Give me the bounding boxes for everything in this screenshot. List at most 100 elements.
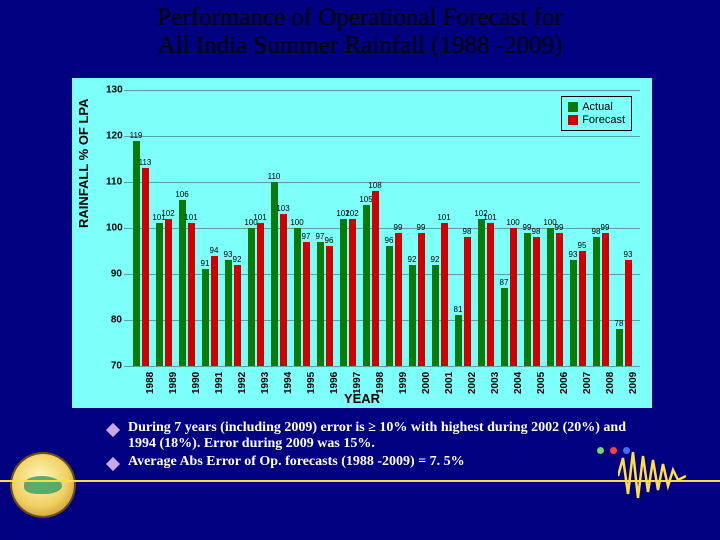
actual-bar	[478, 219, 485, 366]
forecast-bar	[464, 237, 471, 366]
x-tick-label: 2004	[513, 372, 524, 394]
actual-bar	[501, 288, 508, 366]
title-line-2: All India Summer Rainfall (1988 -2009)	[158, 32, 563, 59]
actual-bar	[133, 141, 140, 366]
x-tick-label: 1991	[214, 372, 225, 394]
bar-value-label: 101	[437, 213, 451, 222]
y-tick-label: 70	[106, 361, 122, 372]
legend-swatch-icon	[568, 115, 578, 125]
x-tick-label: 1997	[352, 372, 363, 394]
x-tick-label: 1995	[306, 372, 317, 394]
y-tick-label: 130	[106, 85, 122, 96]
legend-label: Actual	[582, 101, 613, 113]
x-tick-label: 1996	[329, 372, 340, 394]
x-tick-label: 1989	[168, 372, 179, 394]
bullet-icon	[106, 457, 120, 471]
actual-bar	[455, 315, 462, 366]
forecast-bar	[188, 223, 195, 366]
page-title: Performance of Operational Forecast for …	[0, 4, 720, 59]
y-tick-label: 120	[106, 131, 122, 142]
bar-value-label: 102	[161, 209, 175, 218]
forecast-bar	[234, 265, 241, 366]
bar-value-label: 98	[460, 227, 474, 236]
legend-item: Actual	[568, 101, 625, 113]
forecast-bar	[556, 233, 563, 366]
bar-value-label: 96	[322, 236, 336, 245]
plot-area: 1191131011021061019194939210010111010310…	[124, 90, 640, 366]
bar-value-label: 100	[290, 218, 304, 227]
bullet-text: Average Abs Error of Op. forecasts (1988…	[128, 454, 465, 470]
bar-value-label: 106	[175, 190, 189, 199]
bar-value-label: 113	[138, 158, 152, 167]
title-line-1: Performance of Operational Forecast for	[157, 4, 562, 31]
actual-bar	[340, 219, 347, 366]
x-tick-label: 2003	[490, 372, 501, 394]
actual-bar	[363, 205, 370, 366]
bullet-icon	[106, 423, 120, 437]
actual-bar	[179, 200, 186, 366]
forecast-bar	[326, 246, 333, 366]
bar-value-label: 101	[253, 213, 267, 222]
bar-value-label: 97	[299, 232, 313, 241]
y-tick-label: 100	[106, 223, 122, 234]
organization-logo	[12, 454, 74, 516]
forecast-bar	[395, 233, 402, 366]
bullet-item: During 7 years (including 2009) error is…	[108, 420, 648, 452]
dot-icon	[597, 447, 604, 454]
x-tick-label: 1998	[375, 372, 386, 394]
bar-value-label: 98	[529, 227, 543, 236]
x-tick-label: 1994	[283, 372, 294, 394]
x-tick-label: 1990	[191, 372, 202, 394]
actual-bar	[317, 242, 324, 366]
forecast-bar	[303, 242, 310, 366]
forecast-bar	[280, 214, 287, 366]
x-tick-label: 1988	[145, 372, 156, 394]
forecast-bar	[372, 191, 379, 366]
actual-bar	[570, 260, 577, 366]
bar-value-label: 119	[129, 131, 143, 140]
actual-bar	[386, 246, 393, 366]
x-tick-label: 2002	[467, 372, 478, 394]
bar-value-label: 108	[368, 181, 382, 190]
x-tick-label: 2001	[444, 372, 455, 394]
actual-bar	[202, 269, 209, 366]
x-tick-label: 2008	[605, 372, 616, 394]
x-tick-label: 1992	[237, 372, 248, 394]
actual-bar	[524, 233, 531, 366]
forecast-bar	[602, 233, 609, 366]
bullet-list: During 7 years (including 2009) error is…	[108, 418, 648, 472]
forecast-bar	[257, 223, 264, 366]
x-tick-label: 1999	[398, 372, 409, 394]
dot-icon	[610, 447, 617, 454]
actual-bar	[294, 228, 301, 366]
footer-rule	[0, 480, 720, 482]
wave-icon	[618, 446, 686, 504]
y-tick-label: 80	[106, 315, 122, 326]
x-tick-label: 2000	[421, 372, 432, 394]
x-tick-label: 2009	[628, 372, 639, 394]
forecast-bar	[487, 223, 494, 366]
x-tick-label: 2006	[559, 372, 570, 394]
chart-panel: RAINFALL % OF LPA 1191131011021061019194…	[72, 78, 652, 408]
bar-value-label: 94	[207, 246, 221, 255]
bar-value-label: 99	[414, 223, 428, 232]
forecast-bar	[211, 256, 218, 366]
bar-value-label: 101	[184, 213, 198, 222]
bar-value-label: 110	[267, 172, 281, 181]
bar-value-label: 102	[345, 209, 359, 218]
bar-value-label: 95	[575, 241, 589, 250]
actual-bar	[248, 228, 255, 366]
legend-item: Forecast	[568, 114, 625, 126]
legend-label: Forecast	[582, 114, 625, 126]
x-tick-label: 2007	[582, 372, 593, 394]
bullet-item: Average Abs Error of Op. forecasts (1988…	[108, 454, 648, 470]
actual-bar	[225, 260, 232, 366]
bar-value-label: 100	[506, 218, 520, 227]
actual-bar	[616, 329, 623, 366]
actual-bar	[593, 237, 600, 366]
bar-value-label: 103	[276, 204, 290, 213]
x-tick-label: 2005	[536, 372, 547, 394]
bar-value-label: 99	[552, 223, 566, 232]
forecast-bar	[533, 237, 540, 366]
legend-swatch-icon	[568, 102, 578, 112]
